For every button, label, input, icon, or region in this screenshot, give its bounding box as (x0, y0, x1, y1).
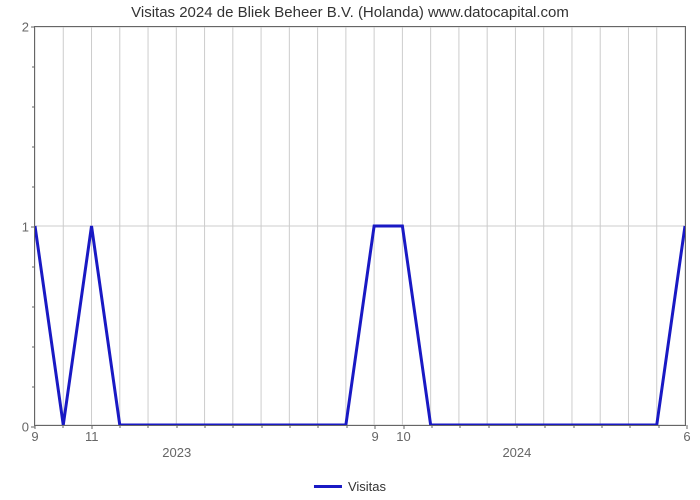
x-group-label: 2024 (502, 445, 531, 460)
y-tick-label: 2 (22, 20, 29, 35)
x-tick-label: 10 (396, 429, 410, 444)
x-minor-tick-mark (516, 425, 517, 428)
y-tick-mark (31, 227, 35, 228)
legend-swatch (314, 485, 342, 488)
y-minor-tick-mark (32, 307, 35, 308)
x-minor-tick-mark (290, 425, 291, 428)
x-minor-tick-mark (460, 425, 461, 428)
y-minor-tick-mark (32, 387, 35, 388)
x-minor-tick-mark (545, 425, 546, 428)
x-minor-tick-mark (63, 425, 64, 428)
x-minor-tick-mark (148, 425, 149, 428)
x-minor-tick-mark (120, 425, 121, 428)
line-chart: Visitas 2024 de Bliek Beheer B.V. (Holan… (0, 0, 700, 500)
x-tick-label: 6 (683, 429, 690, 444)
x-minor-tick-mark (488, 425, 489, 428)
x-tick-mark (91, 425, 92, 429)
plot-area: 012911910620232024 (34, 26, 686, 426)
x-tick-label: 9 (372, 429, 379, 444)
x-minor-tick-mark (346, 425, 347, 428)
y-minor-tick-mark (32, 147, 35, 148)
x-minor-tick-mark (205, 425, 206, 428)
x-tick-mark (375, 425, 376, 429)
data-line (35, 27, 685, 425)
y-minor-tick-mark (32, 347, 35, 348)
x-minor-tick-mark (573, 425, 574, 428)
legend: Visitas (314, 479, 386, 494)
x-minor-tick-mark (601, 425, 602, 428)
y-tick-label: 1 (22, 220, 29, 235)
y-tick-label: 0 (22, 420, 29, 435)
x-minor-tick-mark (318, 425, 319, 428)
x-tick-label: 11 (85, 429, 99, 444)
x-minor-tick-mark (261, 425, 262, 428)
y-minor-tick-mark (32, 67, 35, 68)
chart-title: Visitas 2024 de Bliek Beheer B.V. (Holan… (0, 4, 700, 21)
y-minor-tick-mark (32, 107, 35, 108)
x-minor-tick-mark (630, 425, 631, 428)
y-minor-tick-mark (32, 187, 35, 188)
x-tick-mark (687, 425, 688, 429)
x-group-label: 2023 (162, 445, 191, 460)
y-minor-tick-mark (32, 267, 35, 268)
x-minor-tick-mark (176, 425, 177, 428)
y-tick-mark (31, 27, 35, 28)
legend-label: Visitas (348, 479, 386, 494)
x-tick-mark (403, 425, 404, 429)
x-tick-label: 9 (31, 429, 38, 444)
x-tick-mark (35, 425, 36, 429)
x-minor-tick-mark (431, 425, 432, 428)
x-minor-tick-mark (658, 425, 659, 428)
x-minor-tick-mark (233, 425, 234, 428)
